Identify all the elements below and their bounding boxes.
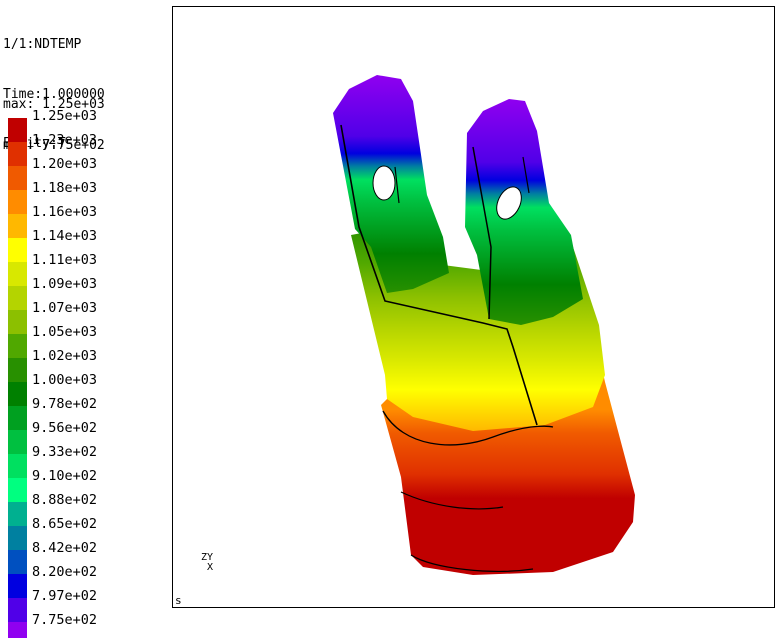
legend-label: 8.65e+02	[32, 516, 98, 532]
legend-label: 1.16e+03	[32, 204, 98, 220]
legend-label: 9.33e+02	[32, 444, 98, 460]
legend-swatch	[8, 142, 27, 166]
legend-label: 8.88e+02	[32, 492, 98, 508]
triad-y-label: Y	[207, 552, 214, 563]
legend-swatch	[8, 478, 27, 502]
legend-row: 1.11e+03	[8, 252, 128, 286]
legend-row: 9.56e+02	[8, 420, 128, 454]
legend-row: 1.25e+03	[8, 108, 128, 142]
legend-row: 1.05e+03	[8, 324, 128, 358]
legend-row: 1.18e+03	[8, 180, 128, 214]
legend-swatch	[8, 358, 27, 382]
legend-label: 1.18e+03	[32, 180, 98, 196]
legend-swatch	[8, 574, 27, 598]
model-viewport[interactable]: ZY X s	[172, 6, 775, 608]
legend-label: 1.02e+03	[32, 348, 98, 364]
viewport-corner-label: s	[175, 594, 182, 607]
legend-swatch	[8, 166, 27, 190]
legend-row: 7.97e+02	[8, 588, 128, 622]
legend-swatch	[8, 286, 27, 310]
legend-swatch	[8, 550, 27, 574]
legend-row: 8.42e+02	[8, 540, 128, 574]
legend-row: 7.75e+02	[8, 612, 128, 641]
right-prong	[465, 99, 583, 325]
legend-label: 7.97e+02	[32, 588, 98, 604]
legend-swatch	[8, 598, 27, 622]
legend-label: 9.10e+02	[32, 468, 98, 484]
legend-row: 9.78e+02	[8, 396, 128, 430]
legend-label: 7.75e+02	[32, 612, 98, 628]
triad-z-label: Z	[201, 552, 208, 563]
legend-row: 1.14e+03	[8, 228, 128, 262]
legend-swatch	[8, 622, 27, 638]
legend-row: 8.65e+02	[8, 516, 128, 550]
max-label: max: 1.25e+03	[3, 97, 105, 112]
legend-row: 1.00e+03	[8, 372, 128, 406]
legend-label: 1.07e+03	[32, 300, 98, 316]
step-label: 1/1:NDTEMP	[3, 37, 82, 52]
legend-swatch	[8, 502, 27, 526]
legend-swatch	[8, 334, 27, 358]
legend-label: 1.11e+03	[32, 252, 98, 268]
legend-swatch	[8, 310, 27, 334]
legend-swatch	[8, 214, 27, 238]
left-prong-hole	[372, 165, 396, 201]
legend-label: 1.05e+03	[32, 324, 98, 340]
right-prong-hole	[496, 186, 522, 220]
legend-row: 1.02e+03	[8, 348, 128, 382]
legend-swatch	[8, 382, 27, 406]
legend-row: 9.10e+02	[8, 468, 128, 502]
legend-label: 1.00e+03	[32, 372, 98, 388]
temperature-contour-model	[333, 75, 635, 575]
time-label: Time:1.000000	[3, 86, 105, 102]
legend-label: 8.20e+02	[32, 564, 98, 580]
legend-row: 9.33e+02	[8, 444, 128, 478]
legend-row: 1.09e+03	[8, 276, 128, 310]
legend-swatch	[8, 454, 27, 478]
legend-row: 8.88e+02	[8, 492, 128, 526]
legend-label: 1.09e+03	[32, 276, 98, 292]
legend-swatch	[8, 262, 27, 286]
legend-swatch	[8, 190, 27, 214]
legend-label: 9.78e+02	[32, 396, 98, 412]
legend-row: 1.23e+03	[8, 132, 128, 166]
legend-swatch	[8, 430, 27, 454]
legend-label: 9.56e+02	[32, 420, 98, 436]
legend-label: 8.42e+02	[32, 540, 98, 556]
triad-x-label: X	[207, 562, 214, 573]
legend-row: 8.20e+02	[8, 564, 128, 598]
legend-label: 1.14e+03	[32, 228, 98, 244]
legend-row: 1.07e+03	[8, 300, 128, 334]
legend-swatch	[8, 118, 27, 142]
legend-swatch	[8, 526, 27, 550]
legend-row: 1.16e+03	[8, 204, 128, 238]
legend-label: 1.20e+03	[32, 156, 98, 172]
legend-label: 1.25e+03	[32, 108, 98, 124]
legend-swatch	[8, 406, 27, 430]
legend-row: 1.20e+03	[8, 156, 128, 190]
legend-label: 1.23e+03	[32, 132, 98, 148]
axis-triad: ZY X	[201, 553, 213, 573]
legend-swatch	[8, 238, 27, 262]
